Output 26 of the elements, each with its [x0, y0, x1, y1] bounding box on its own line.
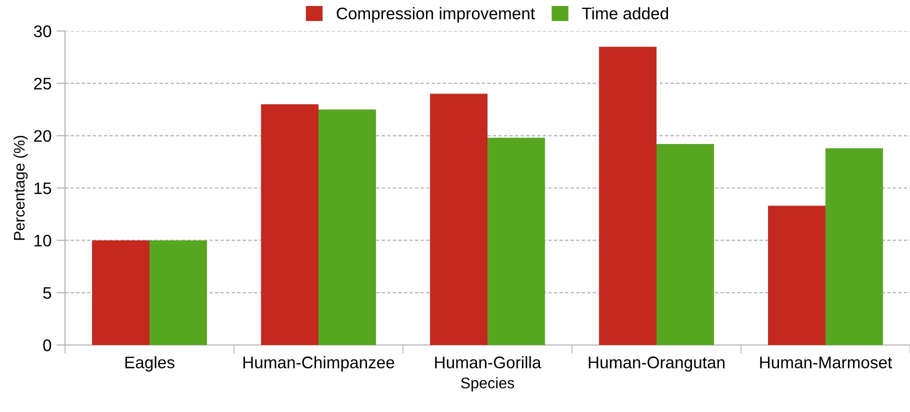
bar [826, 148, 883, 345]
bar [488, 138, 545, 345]
x-axis-title: Species [461, 377, 514, 392]
y-tick-label: 20 [34, 130, 52, 142]
y-tick-label: 0 [43, 339, 52, 352]
y-axis-title: Percentage (%) [13, 136, 28, 240]
legend-label: Time added [582, 7, 668, 20]
y-tick-label: 15 [34, 182, 52, 194]
y-tick-label: 25 [34, 78, 52, 90]
x-tick-label: Human-Orangutan [588, 356, 724, 372]
x-tick-label: Human-Gorilla [435, 356, 542, 368]
bar [430, 94, 488, 345]
x-tick-label: Human-Chimpanzee [243, 356, 394, 372]
y-tick-label: 10 [34, 234, 52, 247]
bar [656, 144, 714, 345]
bar [261, 104, 318, 345]
bar [599, 46, 656, 345]
bar [318, 110, 376, 345]
y-tick-label: 5 [43, 287, 52, 299]
bar [768, 206, 826, 345]
legend-label: Compression improvement [336, 7, 535, 23]
bar [92, 240, 150, 345]
x-tick-label: Human-Marmoset [760, 356, 892, 368]
y-tick-label: 30 [34, 25, 52, 38]
bar [150, 240, 207, 345]
x-tick-label: Eagles [125, 356, 174, 372]
